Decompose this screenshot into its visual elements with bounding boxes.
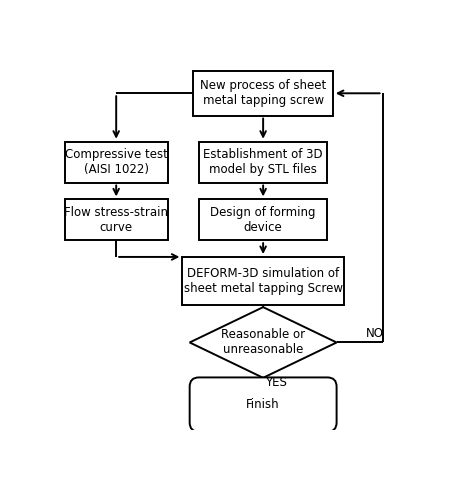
FancyBboxPatch shape — [199, 199, 328, 240]
FancyBboxPatch shape — [199, 142, 328, 183]
Text: Compressive test
(AISI 1022): Compressive test (AISI 1022) — [65, 148, 168, 176]
Text: New process of sheet
metal tapping screw: New process of sheet metal tapping screw — [200, 79, 326, 107]
Text: Establishment of 3D
model by STL files: Establishment of 3D model by STL files — [203, 148, 323, 176]
Text: YES: YES — [265, 376, 287, 389]
FancyBboxPatch shape — [182, 257, 344, 305]
FancyBboxPatch shape — [193, 71, 333, 115]
FancyBboxPatch shape — [65, 199, 168, 240]
Text: NO: NO — [366, 327, 384, 340]
Text: Design of forming
device: Design of forming device — [210, 206, 316, 234]
Polygon shape — [190, 307, 337, 378]
Text: Reasonable or
unreasonable: Reasonable or unreasonable — [221, 328, 305, 356]
FancyBboxPatch shape — [190, 377, 337, 432]
Text: DEFORM-3D simulation of
sheet metal tapping Screw: DEFORM-3D simulation of sheet metal tapp… — [183, 267, 343, 295]
Text: Finish: Finish — [246, 398, 280, 411]
FancyBboxPatch shape — [65, 142, 168, 183]
Text: Flow stress-strain
curve: Flow stress-strain curve — [64, 206, 168, 234]
